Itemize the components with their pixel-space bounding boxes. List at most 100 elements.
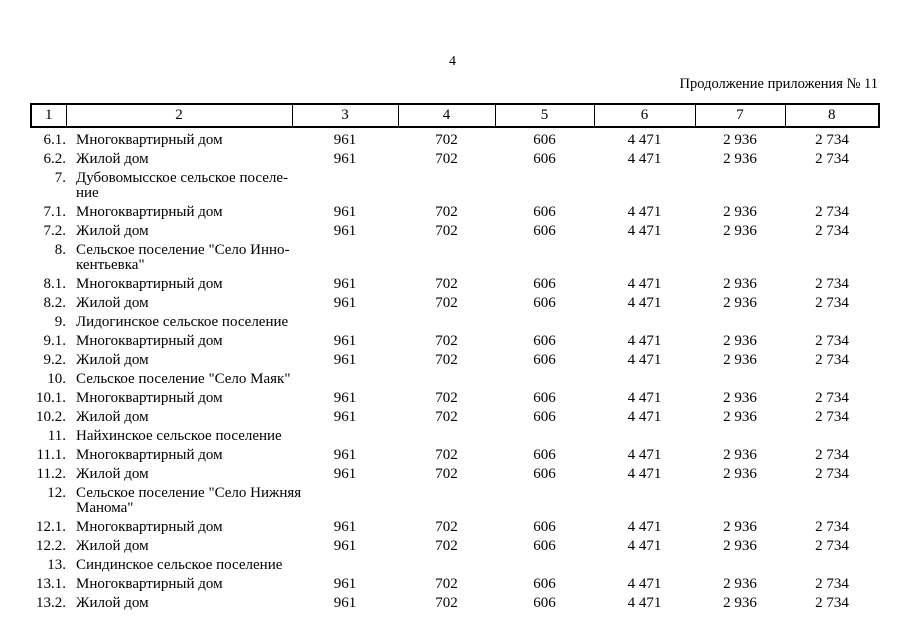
table-row: 13.2. Жилой дом 961 702 606 4 471 2 936 2 734 [31, 594, 879, 613]
value-cell: 702 [435, 352, 458, 368]
value-cell [495, 484, 594, 518]
table-row: 8.2. Жилой дом 961 702 606 4 471 2 936 2 734 [31, 294, 879, 313]
value-cell: 4 471 [627, 132, 662, 148]
value-cell: 961 [333, 576, 357, 592]
table-row: 10.2. Жилой дом 961 702 606 4 471 2 936 2 734 [31, 408, 879, 427]
row-name-cell: Жилой дом [76, 595, 149, 611]
row-number-cell: 13. [47, 557, 66, 573]
value-cell: 2 936 [723, 576, 757, 592]
value-cell [695, 370, 785, 389]
row-name-cell: Многоквартирный дом [76, 519, 223, 535]
value-cell [292, 169, 398, 203]
value-cell: 702 [435, 466, 458, 482]
value-cell: 2 734 [815, 276, 849, 292]
value-cell [292, 556, 398, 575]
value-cell: 961 [333, 204, 357, 220]
row-number-cell: 6.1. [43, 132, 67, 148]
value-cell [594, 241, 695, 275]
row-name-cell: Многоквартирный дом [76, 447, 223, 463]
row-name-cell: Лидогинское сельское поселение [76, 314, 289, 330]
row-number-cell: 13.1. [36, 576, 66, 592]
value-cell: 961 [333, 595, 357, 611]
table-row: 9. Лидогинское сельское поселение [31, 313, 879, 332]
value-cell: 961 [333, 466, 357, 482]
value-cell [695, 241, 785, 275]
row-name-cell: Многоквартирный дом [76, 390, 223, 406]
value-cell: 961 [333, 409, 357, 425]
value-cell: 606 [533, 595, 556, 611]
value-cell: 702 [435, 151, 458, 167]
value-cell: 2 936 [723, 595, 757, 611]
value-cell: 2 734 [815, 519, 849, 535]
row-number-cell: 10. [47, 371, 66, 387]
table-row: 12.1. Многоквартирный дом 961 702 606 4 471 2 … [31, 518, 879, 537]
value-cell: 606 [533, 576, 556, 592]
table-row: 12. Сельское поселение "Село Нижняя Маном… [31, 484, 879, 518]
value-cell: 2 936 [723, 151, 757, 167]
value-cell [495, 241, 594, 275]
value-cell: 4 471 [627, 352, 662, 368]
value-cell [495, 313, 594, 332]
value-cell: 961 [333, 447, 357, 463]
value-cell: 606 [533, 333, 556, 349]
value-cell: 961 [333, 519, 357, 535]
value-cell: 702 [435, 519, 458, 535]
table-row: 9.2. Жилой дом 961 702 606 4 471 2 936 2 734 [31, 351, 879, 370]
value-cell: 606 [533, 466, 556, 482]
value-cell [785, 556, 879, 575]
value-cell: 961 [333, 538, 357, 554]
value-cell: 606 [533, 447, 556, 463]
value-cell [495, 556, 594, 575]
row-number-cell: 12.2. [36, 538, 66, 554]
table-row: 13. Синдинское сельское поселение [31, 556, 879, 575]
table-row: 12.2. Жилой дом 961 702 606 4 471 2 936 2 734 [31, 537, 879, 556]
value-cell: 606 [533, 538, 556, 554]
value-cell [292, 370, 398, 389]
value-cell: 2 936 [723, 447, 757, 463]
value-cell: 4 471 [627, 595, 662, 611]
value-cell: 702 [435, 204, 458, 220]
value-cell: 4 471 [627, 223, 662, 239]
value-cell: 606 [533, 204, 556, 220]
value-cell: 4 471 [627, 447, 662, 463]
value-cell: 961 [333, 151, 357, 167]
row-name-cell: Многоквартирный дом [76, 204, 223, 220]
value-cell [398, 427, 495, 446]
value-cell: 4 471 [627, 519, 662, 535]
value-cell: 702 [435, 132, 458, 148]
value-cell [785, 484, 879, 518]
value-cell [785, 169, 879, 203]
table-row: 10. Сельское поселение "Село Маяк" [31, 370, 879, 389]
row-number-cell: 6.2. [43, 151, 67, 167]
value-cell [594, 427, 695, 446]
value-cell: 2 936 [723, 538, 757, 554]
value-cell: 702 [435, 295, 458, 311]
value-cell [398, 556, 495, 575]
value-cell: 2 734 [815, 151, 849, 167]
value-cell: 606 [533, 151, 556, 167]
value-cell [292, 427, 398, 446]
value-cell [785, 427, 879, 446]
value-cell: 2 734 [815, 447, 849, 463]
value-cell: 2 734 [815, 576, 849, 592]
value-cell: 4 471 [627, 276, 662, 292]
value-cell: 2 936 [723, 132, 757, 148]
value-cell [398, 313, 495, 332]
value-cell: 2 734 [815, 409, 849, 425]
value-cell: 702 [435, 390, 458, 406]
value-cell: 961 [333, 132, 357, 148]
value-cell: 4 471 [627, 466, 662, 482]
value-cell: 4 471 [627, 333, 662, 349]
row-name-cell: Дубовомысское сельское поселе- ние [76, 170, 288, 201]
row-number-cell: 7. [54, 170, 66, 186]
column-header-3: 3 [291, 103, 399, 128]
value-cell [495, 169, 594, 203]
column-header-2: 2 [65, 103, 293, 128]
value-cell: 961 [333, 352, 357, 368]
column-header-4: 4 [397, 103, 496, 128]
value-cell [594, 313, 695, 332]
